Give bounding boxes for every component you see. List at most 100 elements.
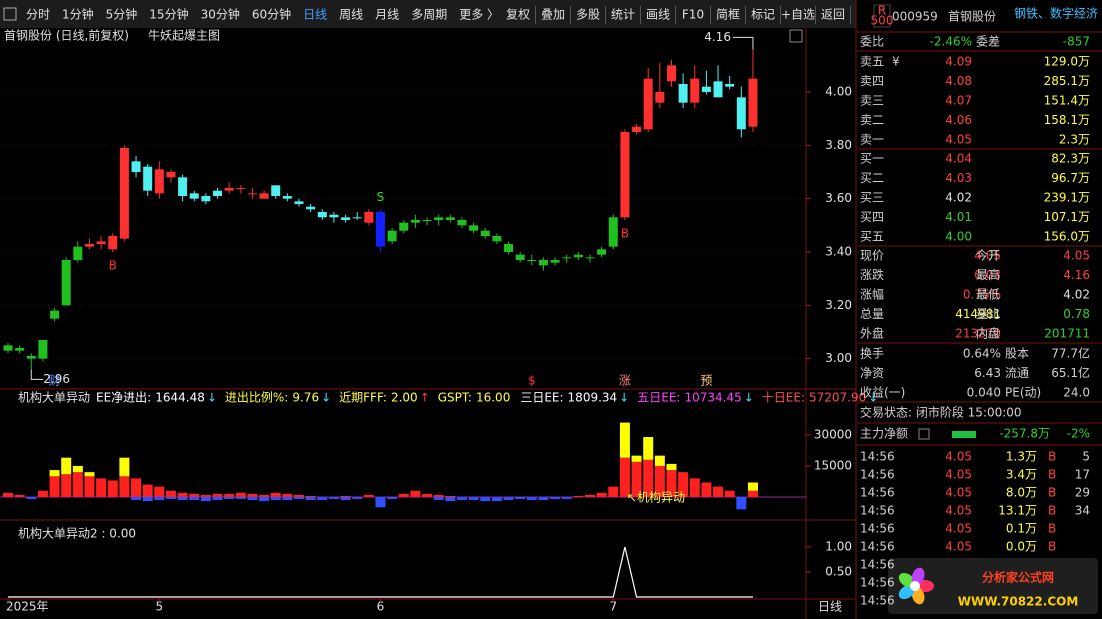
period-tab[interactable]: 周线 [339,8,363,22]
candle-body [236,188,246,189]
flow-bar [259,496,270,502]
candle-body [492,236,502,242]
candle-body [527,260,537,261]
row-label: 外盘 [860,326,884,341]
flow-value: -257.8万 [999,427,1050,441]
period-tab[interactable]: 30分钟 [201,7,240,22]
maximize-button[interactable] [789,29,803,43]
flow-bar [433,496,444,501]
flow-bar [666,463,677,471]
flow-bar [678,472,689,497]
period-tab[interactable]: 60分钟 [252,7,291,22]
period-tab[interactable]: 月线 [375,8,399,22]
tool-button[interactable]: +自选 [781,8,815,22]
tool-button[interactable]: 标记 [751,8,775,22]
tool-button[interactable]: F10 [682,8,704,22]
row-label: 量比 [976,307,1000,321]
stock-code: 000959 [892,10,938,24]
flow-bar [422,493,433,497]
candle-body [73,246,83,260]
period-tab[interactable]: 1分钟 [62,7,94,22]
trade-volume: 1.3万 [1006,450,1037,464]
period-tab[interactable]: 分时 [26,8,50,22]
flow-bar [526,496,537,501]
flow-bar [689,478,700,497]
flow-bar [189,493,200,497]
candle-body [282,196,292,199]
period-tab[interactable]: 15分钟 [149,7,188,22]
candle-body [224,188,234,191]
tool-button[interactable]: 统计 [611,8,635,22]
candle-body [131,161,141,172]
flow-bar [142,496,153,502]
tool-button[interactable]: 复权 [506,8,530,22]
trade-time: 14:56 [860,522,895,536]
candle-body [515,254,525,260]
trade-price: 4.05 [945,468,972,482]
order-volume: 151.4万 [1044,94,1090,108]
order-volume: 239.1万 [1044,191,1090,205]
row-label: 总量 [860,307,884,321]
legend-value: 57207.90 [809,391,866,405]
order-price: 4.08 [945,74,972,88]
menu-icon[interactable] [3,7,17,21]
watermark-url: WWW.70822.COM [958,595,1079,609]
period-tab[interactable]: 多周期 [411,8,447,22]
flow-bar [631,455,642,462]
tool-button[interactable]: 返回 [821,8,845,22]
annotation: ↖机构异动 [627,490,685,505]
event-flag[interactable]: 预 [700,374,712,388]
flow-pct: -2% [1067,427,1090,441]
sector-tags[interactable]: 钢铁、数字经济 [1014,6,1098,21]
candle-body [538,260,548,266]
candle-body [119,148,129,239]
flow-icon[interactable] [918,428,930,440]
candle-body [166,172,176,178]
indicator-name: 牛妖起爆主图 [148,28,220,43]
flow-bar [165,496,176,500]
candle-body [294,201,304,204]
flow-bar [37,490,48,497]
candle-body [306,206,316,210]
y-tick-label: 15000 [814,458,852,472]
candle-body [143,166,153,191]
y-tick-label: 3.80 [825,138,852,152]
event-flag[interactable]: $ [528,374,536,388]
order-volume: 158.1万 [1044,113,1090,127]
candle-body [597,249,607,255]
flow-bar [352,496,363,500]
flow-bar [561,496,572,500]
candle-body [50,310,60,319]
candle-body [271,185,281,196]
candle-body [259,193,269,199]
badge-number: 500 [871,14,894,28]
indicator-title: 机构大单异动 [18,390,90,405]
period-tab[interactable]: 5分钟 [106,7,138,22]
event-flag[interactable]: 涨 [619,373,631,388]
tool-button[interactable]: 简框 [716,8,740,22]
trade-time: 14:56 [860,594,895,608]
stat-value: 6.43 [974,366,1001,380]
flow-bar [270,496,281,501]
tool-button[interactable]: 叠加 [541,8,565,22]
candle-body [725,84,735,87]
trade-side: B [1048,468,1056,482]
signal-label: B [621,227,629,241]
event-flag[interactable]: 财 [49,374,61,388]
flow-bar [177,492,188,497]
flow-bar [294,494,304,497]
tool-button[interactable]: 多股 [576,8,600,22]
row-label: 卖三 [860,94,884,108]
flow-bar [666,470,677,497]
flow-bar [305,496,316,501]
flow-bar [445,495,456,497]
order-price: 4.06 [945,113,972,127]
legend-value: 9.76 [292,391,319,405]
y-tick-label: 3.40 [825,245,852,259]
row-label: 委差 [976,35,1000,49]
tool-button[interactable]: 画线 [646,8,670,22]
period-tab[interactable]: 日线 [303,8,327,22]
high-pointer [732,36,754,50]
trade-time: 14:56 [860,468,895,482]
period-tab[interactable]: 更多 〉 [459,8,499,22]
